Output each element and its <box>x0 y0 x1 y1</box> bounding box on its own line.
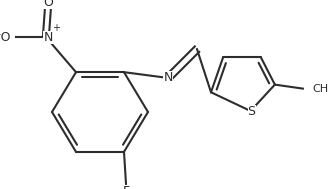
Text: +: + <box>52 23 60 33</box>
Text: N: N <box>164 71 174 84</box>
Text: F: F <box>122 185 130 189</box>
Text: S: S <box>248 105 256 119</box>
Text: N: N <box>43 31 53 44</box>
Text: ⁻O: ⁻O <box>0 31 11 44</box>
Text: O: O <box>43 0 53 9</box>
Text: CH₃: CH₃ <box>313 84 328 94</box>
